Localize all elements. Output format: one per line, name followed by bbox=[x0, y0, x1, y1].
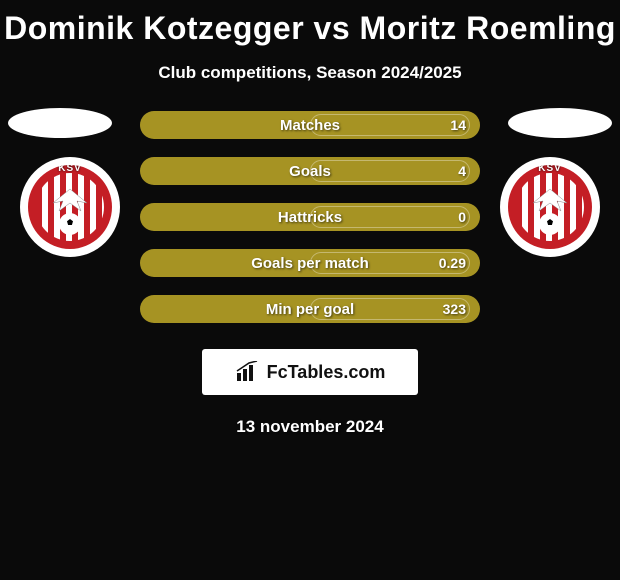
player-right-oval bbox=[508, 108, 612, 138]
stat-label: Matches bbox=[280, 117, 340, 134]
badge-left-text: KSV bbox=[28, 165, 112, 174]
brand-text: FcTables.com bbox=[267, 362, 386, 383]
badge-right-stripes bbox=[516, 173, 584, 241]
stat-row-inner bbox=[310, 160, 470, 182]
stat-right-value: 0.29 bbox=[439, 255, 466, 271]
stat-bars: Matches 14 Goals 4 Hattricks 0 Goals per… bbox=[140, 111, 480, 323]
badge-right-text: KSV bbox=[508, 165, 592, 174]
soccer-ball-icon bbox=[539, 213, 561, 235]
eagle-icon bbox=[47, 185, 93, 215]
player-left-oval bbox=[8, 108, 112, 138]
infographic-container: Dominik Kotzegger vs Moritz Roemling Clu… bbox=[0, 0, 620, 437]
badge-left: KSV bbox=[28, 165, 112, 249]
club-logo-left: KSV bbox=[20, 157, 120, 257]
stat-label: Goals bbox=[289, 163, 331, 180]
stat-label: Min per goal bbox=[266, 301, 354, 318]
eagle-icon bbox=[527, 185, 573, 215]
stat-row: Goals per match 0.29 bbox=[140, 249, 480, 277]
stat-row: Matches 14 bbox=[140, 111, 480, 139]
soccer-ball-icon bbox=[59, 213, 81, 235]
stat-label: Goals per match bbox=[251, 255, 369, 272]
brand-box: FcTables.com bbox=[202, 349, 418, 395]
stat-row: Goals 4 bbox=[140, 157, 480, 185]
date-text: 13 november 2024 bbox=[0, 417, 620, 437]
badge-left-stripes bbox=[36, 173, 104, 241]
chart-icon bbox=[235, 361, 261, 383]
stat-right-value: 323 bbox=[443, 301, 466, 317]
stat-row: Hattricks 0 bbox=[140, 203, 480, 231]
stat-right-value: 14 bbox=[450, 117, 466, 133]
stat-row: Min per goal 323 bbox=[140, 295, 480, 323]
club-logo-right: KSV bbox=[500, 157, 600, 257]
comparison-area: KSV KSV bbox=[0, 111, 620, 437]
page-title: Dominik Kotzegger vs Moritz Roemling bbox=[0, 10, 620, 47]
badge-right: KSV bbox=[508, 165, 592, 249]
stat-right-value: 4 bbox=[458, 163, 466, 179]
stat-right-value: 0 bbox=[458, 209, 466, 225]
stat-label: Hattricks bbox=[278, 209, 342, 226]
subtitle: Club competitions, Season 2024/2025 bbox=[0, 63, 620, 83]
